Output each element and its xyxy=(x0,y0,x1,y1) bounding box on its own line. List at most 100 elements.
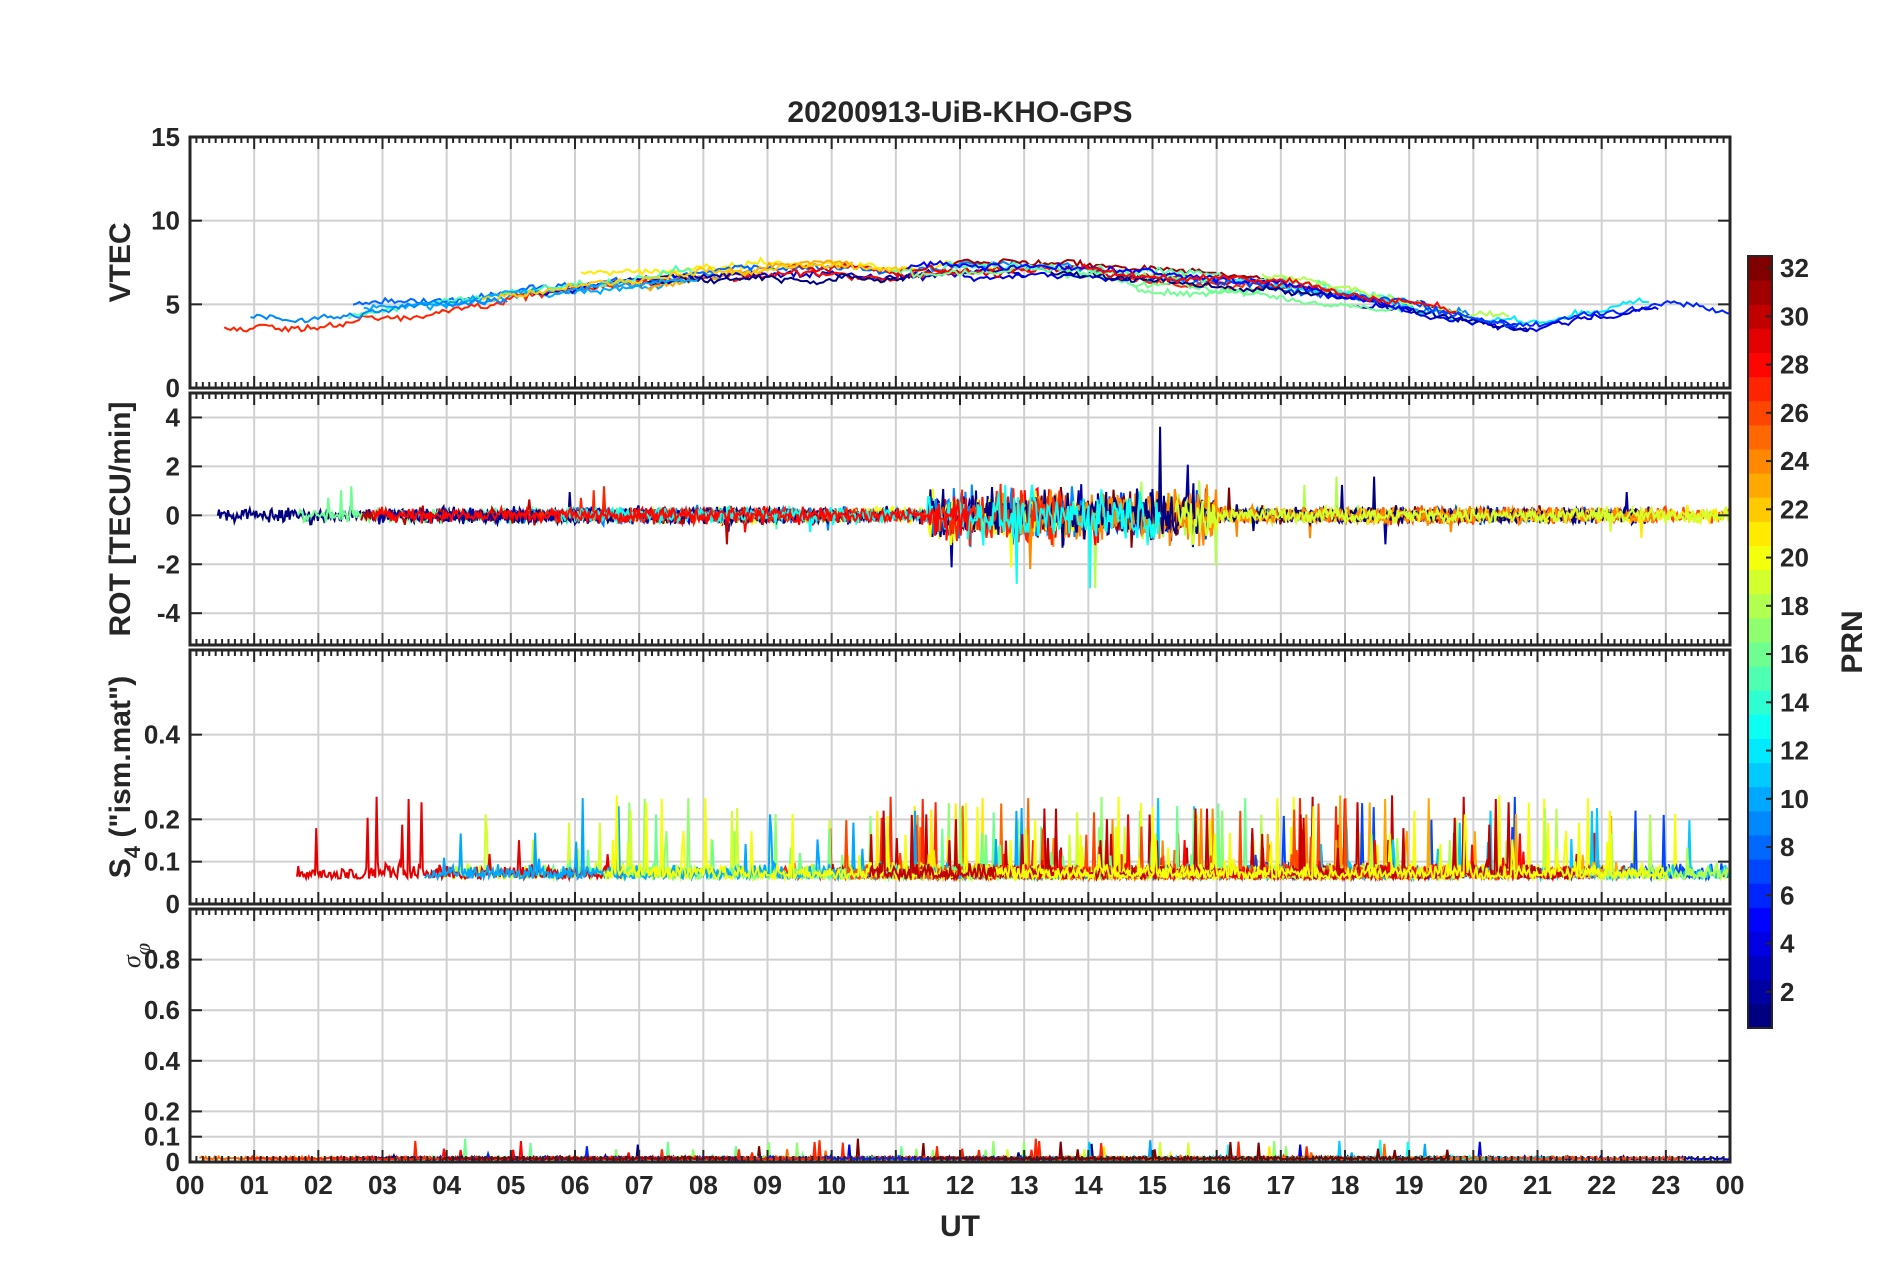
colorbar-segment xyxy=(1748,617,1772,643)
panel-rot-ylabel: ROT [TECU/min] xyxy=(104,402,137,637)
trace-prn-22 xyxy=(481,261,906,303)
panel-vtec-traces xyxy=(223,256,1730,333)
colorbar-frame xyxy=(1747,255,1773,1029)
colorbar-tick-label: 30 xyxy=(1780,301,1809,331)
panel-s4-ylabel-main: S xyxy=(104,858,137,878)
colorbar-tick-label: 20 xyxy=(1780,543,1809,573)
x-tick-label: 00 xyxy=(176,1170,205,1200)
colorbar-tick-label: 10 xyxy=(1780,784,1809,814)
colorbar-tick-label: 26 xyxy=(1780,398,1809,428)
x-tick-label: 06 xyxy=(561,1170,590,1200)
x-tick-label: 17 xyxy=(1266,1170,1295,1200)
colorbar-tick-label: 16 xyxy=(1780,639,1809,669)
colorbar-segment xyxy=(1748,859,1772,884)
x-tick-label: 08 xyxy=(689,1170,718,1200)
colorbar-segment xyxy=(1748,1003,1772,1029)
colorbar-segment xyxy=(1748,569,1772,595)
colorbar-tick-label: 22 xyxy=(1780,494,1809,524)
x-tick-label: 11 xyxy=(882,1170,910,1200)
trace-prn-20 xyxy=(603,795,1223,883)
panel-sigma-ytick-label: 0.4 xyxy=(144,1046,181,1076)
panel-rot: -4 -2 0 2 4 ROT [TECU/min] xyxy=(104,391,1732,647)
x-tick-label: 00 xyxy=(1716,1170,1745,1200)
colorbar-segment xyxy=(1748,280,1772,305)
colorbar-segment xyxy=(1748,907,1772,932)
colorbar-segment xyxy=(1748,666,1772,691)
trace-prn-16 xyxy=(890,262,1213,284)
colorbar-segment xyxy=(1748,424,1772,450)
x-tick-labels: 00 01 02 03 04 05 06 07 08 09 10 11 12 13 14 15 16 17 18 19… xyxy=(176,1170,1745,1200)
x-tick-label: 16 xyxy=(1202,1170,1231,1200)
colorbar-segment xyxy=(1748,955,1772,981)
panel-sigma-ylabel-main: σ xyxy=(117,954,146,968)
trace-prn-1 xyxy=(1050,270,1341,300)
x-tick-label: 23 xyxy=(1651,1170,1680,1200)
panel-s4-ytick-label: 0.4 xyxy=(144,720,181,750)
trace-prn-28 xyxy=(732,265,1055,283)
trace-prn-28 xyxy=(372,496,970,536)
x-tick-label: 04 xyxy=(432,1170,461,1200)
panel-vtec-ytick-label: 10 xyxy=(151,206,180,236)
panel-s4-ytick-label: 0.2 xyxy=(144,804,180,834)
trace-prn-28 xyxy=(1080,263,1457,314)
trace-prn-9 xyxy=(250,296,508,324)
colorbar-tick-label: 14 xyxy=(1780,687,1809,717)
panel-s4-ylabel: S4 ("ism.mat") xyxy=(104,676,145,878)
trace-prn-20 xyxy=(995,798,1668,883)
x-tick-label: 13 xyxy=(1010,1170,1039,1200)
panel-rot-ytick-label: -2 xyxy=(157,549,180,579)
colorbar-tick-label: 4 xyxy=(1780,929,1795,959)
trace-prn-5 xyxy=(907,259,1413,313)
panel-vtec-ytick-label: 5 xyxy=(166,289,180,319)
x-tick-label: 05 xyxy=(496,1170,525,1200)
panel-s4-ytick-label: 0 xyxy=(166,889,180,919)
colorbar-tick-label: 12 xyxy=(1780,736,1809,766)
x-tick-label: 20 xyxy=(1459,1170,1488,1200)
colorbar-tick-label: 2 xyxy=(1780,977,1794,1007)
panel-sigma-ytick-label: 0.1 xyxy=(144,1122,180,1152)
panel-rot-ytick-label: 4 xyxy=(166,402,181,432)
x-tick-label: 19 xyxy=(1395,1170,1424,1200)
panel-sigma-ytick-label: 0.6 xyxy=(144,995,180,1025)
panel-s4-ytick-label: 0.1 xyxy=(144,847,180,877)
panel-s4-traces xyxy=(296,795,1730,883)
colorbar-tick-label: 28 xyxy=(1780,350,1809,380)
x-tick-label: 10 xyxy=(817,1170,846,1200)
colorbar-label: PRN xyxy=(1836,610,1869,673)
panel-sigma-ytick-label: 0.2 xyxy=(144,1096,180,1126)
colorbar-segment xyxy=(1748,473,1772,498)
panel-sigma: 00.10.2 0.4 0.6 0.8σφ xyxy=(117,907,1732,1177)
panel-sigma-ytick-label: 0 xyxy=(166,1147,180,1177)
panel-sigma-ylabel: σφ xyxy=(117,943,155,968)
colorbar-segment xyxy=(1748,376,1772,402)
panel-rot-ytick-label: -4 xyxy=(157,598,181,628)
panel-vtec-ytick-label: 0 xyxy=(166,373,180,403)
colorbar-tick-label: 6 xyxy=(1780,880,1794,910)
panel-sigma-ylabel-sub: φ xyxy=(130,943,155,955)
colorbar-segment xyxy=(1748,762,1772,788)
x-tick-label: 09 xyxy=(753,1170,782,1200)
panel-rot-ytick-label: 2 xyxy=(166,451,180,481)
x-tick-label: 18 xyxy=(1331,1170,1360,1200)
panel-rot-traces xyxy=(216,426,1730,589)
colorbar-tick-label: 18 xyxy=(1780,591,1809,621)
panel-vtec-ytick-label: 15 xyxy=(151,122,180,152)
x-tick-label: 07 xyxy=(625,1170,654,1200)
x-tick-label: 21 xyxy=(1523,1170,1552,1200)
colorbar-segment xyxy=(1748,714,1772,739)
panel-vtec: 0 5 10 15 VTEC xyxy=(104,122,1732,403)
panel-s4-ylabel-sub: 4 xyxy=(120,845,145,858)
panel-sigma-ytick-label: 0.8 xyxy=(144,945,180,975)
x-axis-title: UT xyxy=(940,1210,980,1243)
chart-title: 20200913-UiB-KHO-GPS xyxy=(787,96,1132,129)
trace-prn-19 xyxy=(1174,496,1730,546)
colorbar-segment xyxy=(1748,810,1772,836)
x-tick-label: 03 xyxy=(368,1170,397,1200)
panel-rot-ytick-label: 0 xyxy=(166,500,180,530)
colorbar-tick-label: 32 xyxy=(1780,253,1809,283)
colorbar-segment xyxy=(1748,328,1772,353)
x-tick-label: 01 xyxy=(240,1170,269,1200)
